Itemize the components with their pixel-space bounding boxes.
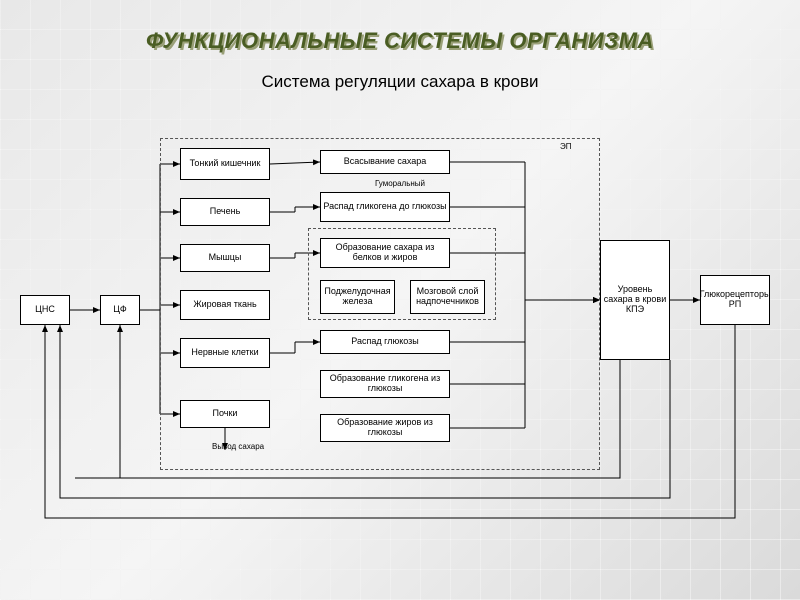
subtitle-text: Система регуляции сахара в крови	[262, 72, 539, 91]
node-uroven: Уровень сахара в крови КПЭ	[600, 240, 670, 360]
node-raspad_gl: Распад гликогена до глюкозы	[320, 192, 450, 222]
flowchart-diagram: ЦНС ЦФ Тонкий кишечник Печень Мышцы Жировая т…	[20, 120, 780, 540]
node-cns: ЦНС	[20, 295, 70, 325]
node-pochki: Почки	[180, 400, 270, 428]
title-text: ФУНКЦИОНАЛЬНЫЕ СИСТЕМЫ ОРГАНИЗМА	[146, 28, 654, 53]
node-tonk: Тонкий кишечник	[180, 148, 270, 180]
subtitle: Система регуляции сахара в крови	[0, 72, 800, 92]
node-pechen: Печень	[180, 198, 270, 226]
node-podzhel: Поджелудочная железа	[320, 280, 395, 314]
node-nerv: Нервные клетки	[180, 338, 270, 368]
node-obraz_zhir: Образование жиров из глюкозы	[320, 414, 450, 442]
node-myshcy: Мышцы	[180, 244, 270, 272]
node-mozg_sloy: Мозговой слой надпочечников	[410, 280, 485, 314]
node-vsasyv: Всасывание сахара	[320, 150, 450, 174]
node-raspad_glk: Распад глюкозы	[320, 330, 450, 354]
node-glukorec: Глюкорецепторы РП	[700, 275, 770, 325]
label-vyvod: Вывод сахара	[212, 442, 264, 451]
node-zhir: Жировая ткань	[180, 290, 270, 320]
node-obraz_glik: Образование гликогена из глюкозы	[320, 370, 450, 398]
node-obraz_sah: Образование сахара из белков и жиров	[320, 238, 450, 268]
main-title: ФУНКЦИОНАЛЬНЫЕ СИСТЕМЫ ОРГАНИЗМА	[0, 28, 800, 54]
label-ep: ЭП	[560, 142, 572, 151]
node-cf: ЦФ	[100, 295, 140, 325]
label-gumor: Гуморальный	[375, 179, 425, 188]
